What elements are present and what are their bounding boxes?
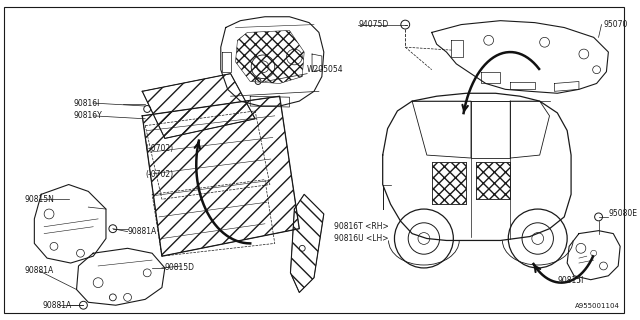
Text: 90816T <RH>: 90816T <RH> xyxy=(333,222,388,231)
Text: 90881A: 90881A xyxy=(42,301,72,310)
Text: 90881A: 90881A xyxy=(24,266,54,276)
Text: A955001104: A955001104 xyxy=(575,303,620,309)
Text: 90816I: 90816I xyxy=(74,99,100,108)
Text: 95080E: 95080E xyxy=(609,210,637,219)
Text: 90815I: 90815I xyxy=(557,276,584,285)
Text: 90816Y: 90816Y xyxy=(74,111,102,120)
Text: 94075D: 94075D xyxy=(358,20,388,29)
Text: (-0702): (-0702) xyxy=(145,144,173,153)
Text: 90881A: 90881A xyxy=(127,227,157,236)
Text: 90815D: 90815D xyxy=(165,263,195,272)
Text: 90815N: 90815N xyxy=(24,195,54,204)
Text: 95070: 95070 xyxy=(604,20,628,29)
Text: W205054: W205054 xyxy=(307,65,344,74)
Text: (-0702): (-0702) xyxy=(145,170,173,179)
Text: 90816U <LH>: 90816U <LH> xyxy=(333,234,388,243)
